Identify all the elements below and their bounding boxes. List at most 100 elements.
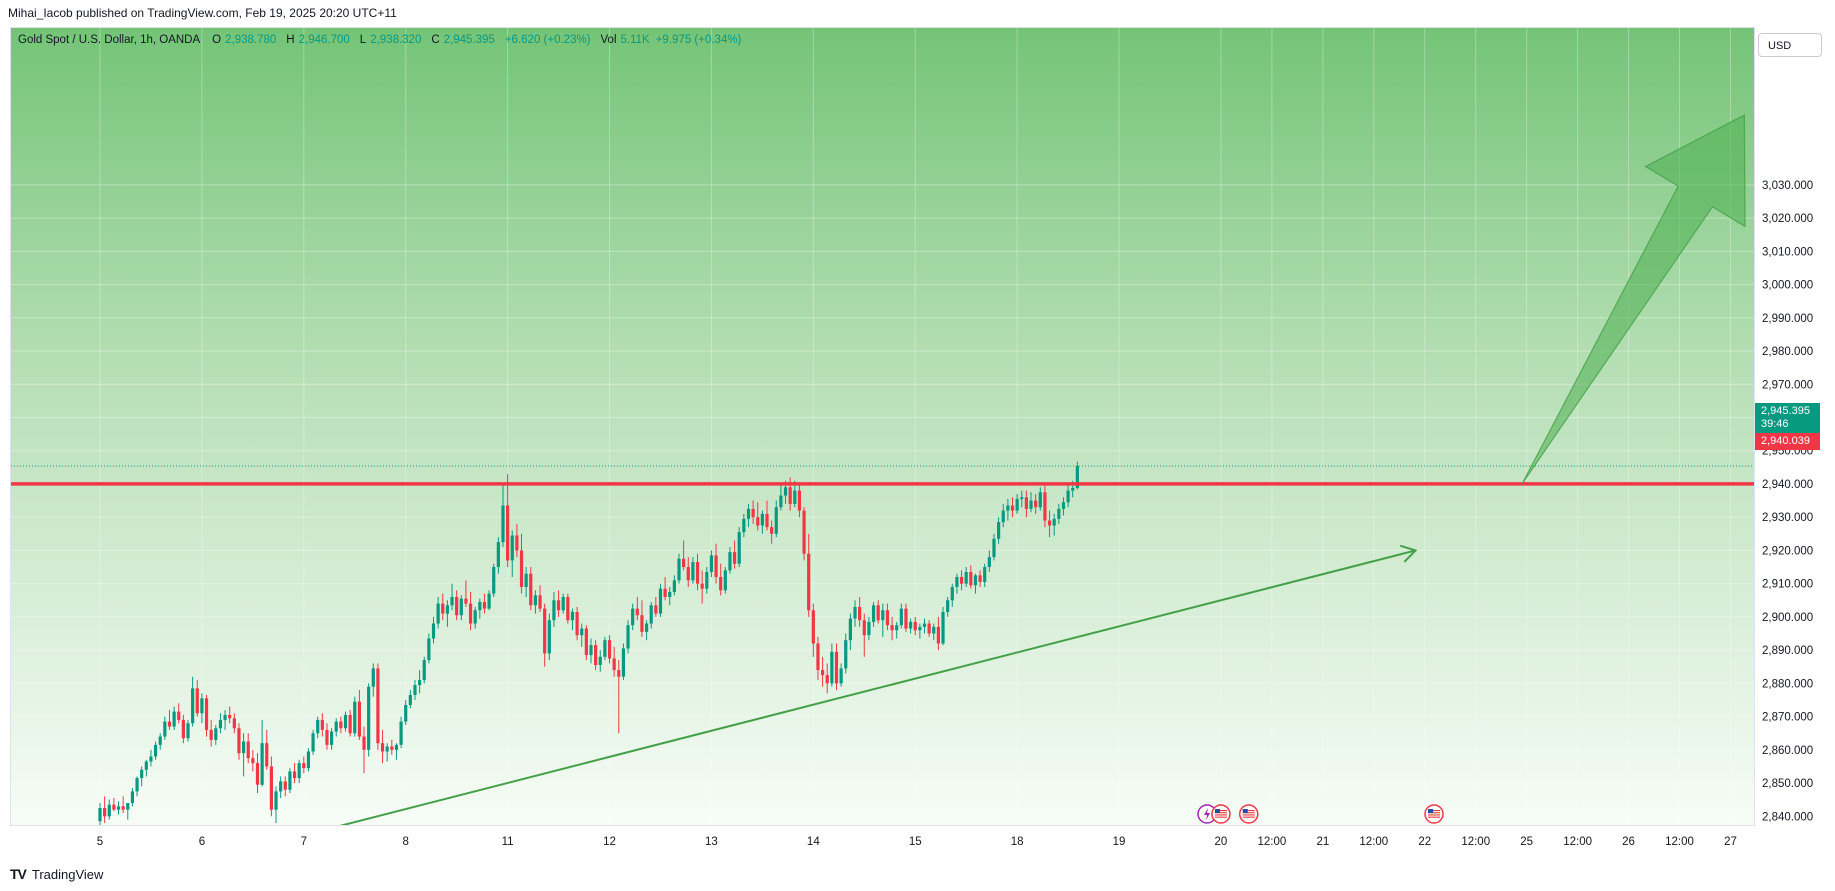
candle[interactable]	[492, 563, 496, 597]
candle[interactable]	[802, 507, 806, 561]
candle[interactable]	[867, 616, 871, 641]
candle[interactable]	[427, 633, 431, 664]
candle[interactable]	[580, 623, 584, 647]
candle[interactable]	[376, 663, 380, 750]
candle[interactable]	[302, 756, 306, 774]
candle[interactable]	[644, 620, 649, 641]
candle[interactable]	[330, 728, 334, 750]
candle[interactable]	[1066, 485, 1070, 508]
candle[interactable]	[98, 803, 102, 828]
candle[interactable]	[899, 603, 903, 629]
candle[interactable]	[237, 723, 241, 760]
currency-button[interactable]: USD	[1758, 33, 1822, 57]
candle[interactable]	[543, 603, 547, 667]
candle[interactable]	[348, 709, 352, 737]
candle[interactable]	[228, 706, 232, 724]
candle[interactable]	[983, 563, 987, 587]
candle[interactable]	[756, 502, 760, 531]
candle[interactable]	[820, 656, 825, 687]
candle[interactable]	[936, 616, 940, 651]
candle[interactable]	[181, 714, 185, 744]
candle[interactable]	[584, 625, 588, 661]
candle[interactable]	[1061, 497, 1066, 516]
projection-arrow[interactable]	[1521, 114, 1746, 485]
candle[interactable]	[204, 694, 209, 737]
candle[interactable]	[357, 690, 361, 740]
candle[interactable]	[570, 608, 575, 631]
candle[interactable]	[742, 513, 746, 538]
candle[interactable]	[116, 801, 121, 815]
candle[interactable]	[714, 543, 718, 584]
candle[interactable]	[997, 517, 1001, 544]
candle[interactable]	[445, 600, 449, 627]
candle[interactable]	[728, 547, 732, 574]
candle[interactable]	[172, 706, 176, 730]
tradingview-brand[interactable]: TV TradingView	[10, 866, 103, 882]
candle[interactable]	[418, 670, 422, 694]
candle[interactable]	[552, 591, 556, 627]
candle[interactable]	[987, 550, 991, 573]
candle[interactable]	[626, 620, 630, 654]
candle[interactable]	[404, 699, 408, 725]
candle[interactable]	[399, 716, 403, 749]
candle[interactable]	[797, 482, 802, 518]
candle[interactable]	[279, 776, 283, 799]
candle[interactable]	[834, 643, 839, 691]
candle[interactable]	[807, 533, 811, 617]
candle[interactable]	[640, 600, 644, 637]
candle[interactable]	[964, 567, 968, 587]
candle[interactable]	[223, 709, 227, 730]
candle[interactable]	[441, 593, 445, 621]
candle[interactable]	[839, 663, 843, 687]
candle[interactable]	[149, 749, 153, 767]
candle[interactable]	[691, 557, 695, 584]
candle[interactable]	[1006, 498, 1010, 521]
candle[interactable]	[431, 616, 436, 644]
candle[interactable]	[732, 540, 737, 569]
candle[interactable]	[1029, 492, 1033, 513]
candle[interactable]	[946, 596, 950, 617]
candle[interactable]	[1001, 503, 1005, 528]
candle[interactable]	[654, 596, 658, 617]
candle[interactable]	[695, 553, 700, 591]
candle[interactable]	[144, 759, 148, 777]
candle[interactable]	[265, 729, 269, 770]
candle[interactable]	[844, 633, 848, 674]
candle[interactable]	[135, 776, 139, 797]
candle[interactable]	[334, 718, 338, 737]
candle[interactable]	[658, 583, 663, 617]
candle[interactable]	[955, 573, 959, 594]
candle[interactable]	[1057, 503, 1061, 524]
candle[interactable]	[825, 663, 829, 694]
candle[interactable]	[241, 733, 246, 777]
candle[interactable]	[367, 683, 371, 757]
candle[interactable]	[607, 635, 612, 664]
candle[interactable]	[380, 729, 385, 764]
candle[interactable]	[246, 733, 250, 764]
candle[interactable]	[959, 570, 964, 591]
candle[interactable]	[362, 726, 366, 774]
candle[interactable]	[848, 613, 852, 651]
candle[interactable]	[515, 523, 519, 558]
candle[interactable]	[1010, 497, 1015, 518]
candle[interactable]	[700, 570, 704, 604]
candle[interactable]	[524, 567, 528, 597]
candle[interactable]	[885, 603, 890, 631]
candle[interactable]	[779, 483, 783, 511]
candle[interactable]	[594, 640, 598, 671]
candle[interactable]	[672, 575, 676, 596]
candle[interactable]	[126, 803, 130, 820]
candle[interactable]	[320, 713, 324, 737]
candle[interactable]	[978, 570, 982, 587]
candle[interactable]	[556, 590, 561, 617]
candle[interactable]	[186, 719, 190, 742]
candle[interactable]	[612, 646, 616, 677]
candle[interactable]	[932, 623, 936, 641]
candle[interactable]	[890, 616, 894, 641]
candle[interactable]	[705, 567, 709, 594]
candle[interactable]	[668, 586, 672, 606]
candle[interactable]	[191, 676, 195, 727]
candle[interactable]	[774, 500, 778, 538]
candle[interactable]	[709, 550, 714, 578]
